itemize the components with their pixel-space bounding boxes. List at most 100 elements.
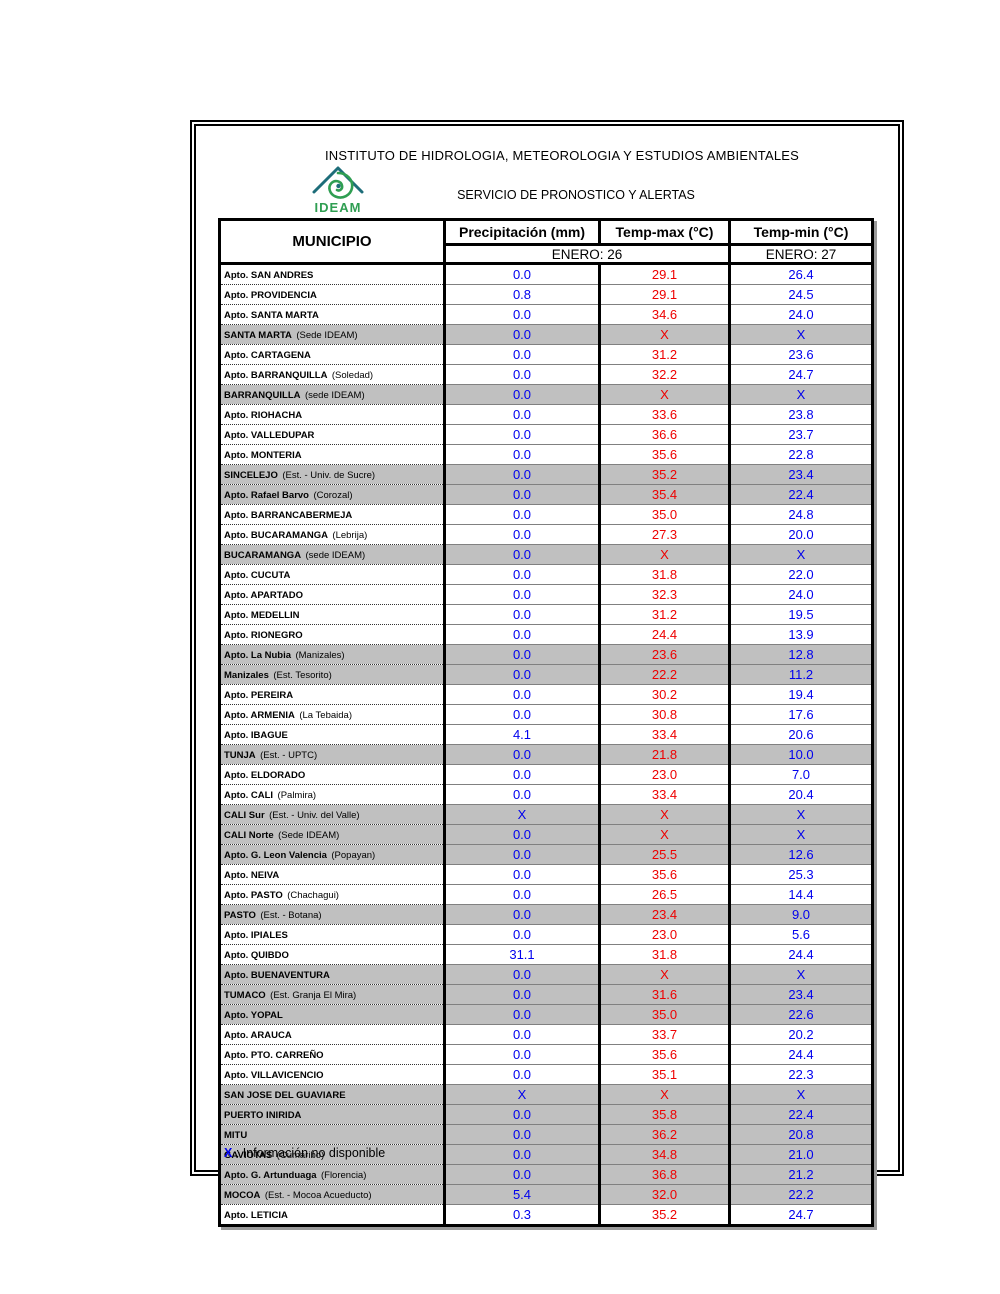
municipio-note: (Manizales)	[295, 650, 345, 661]
temp-max-cell: 35.0	[599, 1004, 731, 1025]
table-row: SINCELEJO (Est. - Univ. de Sucre) 0.0 35.2…	[218, 464, 874, 485]
municipio-name: Apto. CALI	[224, 790, 274, 801]
temp-max-cell: X	[599, 384, 731, 405]
municipio-cell: Apto. BARRANQUILLA (Soledad)	[218, 364, 446, 385]
municipio-name: Apto. MEDELLIN	[224, 610, 300, 621]
table-row: SAN JOSE DEL GUAVIARE X X X	[218, 1084, 874, 1105]
municipio-cell: Apto. YOPAL	[218, 1004, 446, 1025]
temp-min-cell: 20.0	[729, 524, 874, 545]
temp-min-cell: 22.4	[729, 484, 874, 505]
temp-min-cell: 22.2	[729, 1184, 874, 1205]
precipitation-cell: 0.0	[444, 1144, 601, 1165]
precipitation-cell: 0.0	[444, 844, 601, 865]
municipio-name: Apto. NEIVA	[224, 870, 280, 881]
temp-min-cell: 24.4	[729, 944, 874, 965]
table-row: Apto. YOPAL 0.0 35.0 22.6	[218, 1004, 874, 1025]
temp-max-cell: 31.2	[599, 604, 731, 625]
temp-min-cell: 19.5	[729, 604, 874, 625]
precipitation-cell: 0.0	[444, 263, 601, 285]
precipitation-cell: 0.0	[444, 364, 601, 385]
temp-min-cell: 22.3	[729, 1064, 874, 1085]
municipio-note: (La Tebaida)	[299, 710, 352, 721]
municipio-name: CALI Sur	[224, 810, 265, 821]
temp-max-cell: 35.2	[599, 1204, 731, 1227]
municipio-cell: BUCARAMANGA (sede IDEAM)	[218, 544, 446, 565]
table-row: BUCARAMANGA (sede IDEAM) 0.0 X X	[218, 544, 874, 565]
municipio-name: Apto. La Nubia	[224, 650, 292, 661]
temp-min-cell: 13.9	[729, 624, 874, 645]
precipitation-cell: 0.0	[444, 664, 601, 685]
temp-min-cell: 22.6	[729, 1004, 874, 1025]
municipio-name: Apto. RIONEGRO	[224, 630, 303, 641]
municipio-cell: Apto. VILLAVICENCIO	[218, 1064, 446, 1085]
institute-title: INSTITUTO DE HIDROLOGIA, METEOROLOGIA Y …	[324, 148, 800, 163]
table-row: Apto. BUENAVENTURA 0.0 X X	[218, 964, 874, 985]
table-row: TUNJA (Est. - UPTC) 0.0 21.8 10.0	[218, 744, 874, 765]
table-row: MITU 0.0 36.2 20.8	[218, 1124, 874, 1145]
municipio-note: (Chachagui)	[287, 890, 339, 901]
municipio-name: Apto. G. Artunduaga	[224, 1170, 317, 1181]
temp-min-cell: X	[729, 324, 874, 345]
municipio-name: Apto. SAN ANDRES	[224, 270, 314, 281]
table-row: PUERTO INIRIDA 0.0 35.8 22.4	[218, 1104, 874, 1125]
precipitation-cell: 0.0	[444, 704, 601, 725]
municipio-note: (sede IDEAM)	[304, 390, 365, 401]
municipio-note: (Est. - Univ. del Valle)	[269, 810, 360, 821]
precipitation-cell: 0.0	[444, 824, 601, 845]
temp-min-cell: 22.0	[729, 564, 874, 585]
municipio-name: Apto. G. Leon Valencia	[224, 850, 327, 861]
municipio-cell: Apto. BUENAVENTURA	[218, 964, 446, 985]
municipio-cell: Apto. ARAUCA	[218, 1024, 446, 1045]
table-row: Apto. APARTADO 0.0 32.3 24.0	[218, 584, 874, 605]
municipio-name: Apto. IPIALES	[224, 930, 288, 941]
municipio-cell: Apto. SANTA MARTA	[218, 304, 446, 325]
temp-max-cell: X	[599, 544, 731, 565]
municipio-cell: Apto. G. Leon Valencia (Popayan)	[218, 844, 446, 865]
temp-min-cell: 17.6	[729, 704, 874, 725]
municipio-note: (Cumaribo)	[276, 1150, 325, 1161]
table-row: Apto. PROVIDENCIA 0.8 29.1 24.5	[218, 284, 874, 305]
temp-max-cell: 35.1	[599, 1064, 731, 1085]
table-row: MOCOA (Est. - Mocoa Acueducto) 5.4 32.0 22.…	[218, 1184, 874, 1205]
table-row: Apto. MONTERIA 0.0 35.6 22.8	[218, 444, 874, 465]
municipio-note: (Palmira)	[277, 790, 317, 801]
temp-max-cell: 35.0	[599, 504, 731, 525]
municipio-name: MOCOA	[224, 1190, 261, 1201]
precipitation-cell: 0.0	[444, 884, 601, 905]
temp-min-cell: 23.4	[729, 984, 874, 1005]
forecast-table-container: MUNICIPIO Precipitación (mm) Temp-max (°…	[218, 218, 874, 1227]
temp-min-cell: 20.4	[729, 784, 874, 805]
temp-min-cell: 24.7	[729, 1204, 874, 1227]
municipio-cell: CALI Sur (Est. - Univ. del Valle)	[218, 804, 446, 825]
municipio-cell: Apto. CALI (Palmira)	[218, 784, 446, 805]
document-frame: INSTITUTO DE HIDROLOGIA, METEOROLOGIA Y …	[190, 120, 904, 1227]
temp-min-cell: 24.0	[729, 584, 874, 605]
temp-min-cell: 23.4	[729, 464, 874, 485]
temp-max-cell: 21.8	[599, 744, 731, 765]
municipio-cell: Apto. MONTERIA	[218, 444, 446, 465]
municipio-name: Apto. VALLEDUPAR	[224, 430, 315, 441]
temp-max-cell: 34.6	[599, 304, 731, 325]
municipio-name: Apto. BUCARAMANGA	[224, 530, 328, 541]
table-row: Apto. PASTO (Chachagui) 0.0 26.5 14.4	[218, 884, 874, 905]
temp-min-cell: 12.8	[729, 644, 874, 665]
temp-max-cell: 29.1	[599, 263, 731, 285]
temp-min-cell: 22.8	[729, 444, 874, 465]
temp-max-cell: 35.8	[599, 1104, 731, 1125]
temp-min-cell: 21.2	[729, 1164, 874, 1185]
municipio-cell: Apto. PASTO (Chachagui)	[218, 884, 446, 905]
municipio-name: Apto. MONTERIA	[224, 450, 302, 461]
municipio-name: PASTO	[224, 910, 256, 921]
table-row: Apto. ARAUCA 0.0 33.7 20.2	[218, 1024, 874, 1045]
municipio-cell: Apto. ARMENIA (La Tebaida)	[218, 704, 446, 725]
municipio-cell: Apto. PROVIDENCIA	[218, 284, 446, 305]
table-row: Apto. NEIVA 0.0 35.6 25.3	[218, 864, 874, 885]
municipio-note: (Sede IDEAM)	[296, 330, 358, 341]
precipitation-cell: 0.0	[444, 904, 601, 925]
temp-min-cell: 26.4	[729, 263, 874, 285]
precipitation-cell: 0.0	[444, 604, 601, 625]
municipio-note: (Est. - Botana)	[260, 910, 322, 921]
table-row: CALI Sur (Est. - Univ. del Valle) X X X	[218, 804, 874, 825]
temp-min-cell: 14.4	[729, 884, 874, 905]
precipitation-cell: 0.0	[444, 764, 601, 785]
